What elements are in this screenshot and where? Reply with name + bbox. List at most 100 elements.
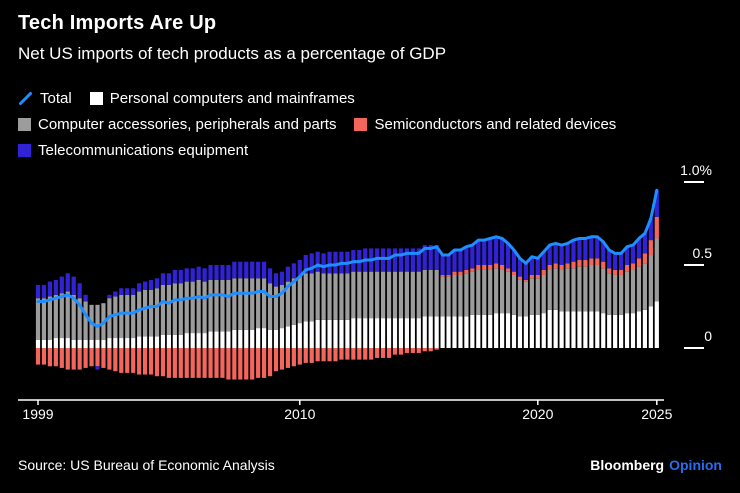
bar-segment	[339, 319, 344, 348]
bar-segment	[392, 271, 398, 319]
brand-opinion: Opinion	[669, 457, 722, 473]
bar-segment	[386, 348, 392, 358]
bar-segment	[71, 339, 76, 348]
bar-segment	[95, 304, 100, 340]
bar-segment	[131, 338, 136, 348]
bar-segment	[95, 348, 100, 367]
bar-segment	[375, 271, 380, 319]
bar-segment	[178, 283, 183, 335]
bar-segment	[172, 348, 177, 378]
bar-segment	[369, 271, 374, 319]
bar-segment	[53, 279, 58, 295]
bar-segment	[250, 278, 255, 330]
bar-segment	[89, 348, 94, 367]
bar-segment	[452, 250, 457, 272]
bar-segment	[464, 273, 469, 317]
bar-segment	[565, 311, 570, 348]
bar-segment	[143, 289, 148, 337]
bar-segment	[77, 348, 82, 370]
bar-segment	[35, 348, 41, 365]
bar-segment	[196, 348, 201, 378]
bar-segment	[297, 348, 302, 365]
bar-segment	[47, 348, 52, 367]
bar-segment	[184, 281, 189, 334]
bar-segment	[428, 316, 433, 348]
bar-segment	[119, 288, 124, 295]
bar-segment	[630, 313, 636, 348]
bar-segment	[137, 348, 142, 375]
legend-swatch	[18, 144, 31, 157]
bar-segment	[291, 348, 296, 367]
bar-segment	[571, 240, 576, 262]
source-note: Source: US Bureau of Economic Analysis	[18, 457, 275, 473]
bar-segment	[113, 348, 118, 372]
bar-segment	[41, 348, 47, 365]
bar-segment	[107, 338, 112, 348]
bar-segment	[297, 260, 302, 277]
bar-segment	[386, 248, 392, 272]
bar-segment	[178, 348, 183, 378]
bar-segment	[440, 276, 445, 317]
legend-swatch	[18, 118, 31, 131]
bar-segment	[446, 316, 451, 348]
bar-segment	[166, 273, 171, 285]
legend-swatch	[89, 92, 103, 105]
bar-segment	[452, 316, 457, 348]
bar-segment	[59, 338, 64, 348]
bar-segment	[220, 265, 225, 280]
bar-segment	[488, 238, 493, 265]
bar-segment	[273, 329, 279, 348]
bar-segment	[511, 250, 517, 272]
bar-segment	[333, 319, 338, 348]
bar-segment	[559, 269, 564, 312]
bar-segment	[59, 276, 64, 294]
bar-segment	[494, 313, 499, 348]
bar-segment	[392, 248, 398, 272]
bar-segment	[511, 314, 517, 348]
bar-segment	[41, 284, 47, 299]
bar-segment	[47, 281, 52, 297]
bar-segment	[583, 311, 588, 348]
bar-segment	[494, 236, 499, 264]
bar-segment	[47, 296, 52, 340]
bar-segment	[244, 348, 249, 380]
bar-segment	[154, 336, 160, 348]
bar-segment	[262, 261, 267, 279]
bar-segment	[256, 348, 261, 378]
bar-segment	[208, 348, 213, 378]
bar-segment	[47, 339, 52, 348]
bar-segment	[172, 269, 177, 284]
bar-segment	[250, 329, 255, 348]
bar-segment	[101, 339, 106, 348]
bar-segment	[476, 314, 481, 348]
bar-segment	[642, 233, 647, 254]
bar-segment	[613, 269, 618, 275]
bar-segment	[148, 279, 154, 290]
bar-segment	[398, 318, 404, 348]
bar-segment	[202, 333, 207, 348]
bar-segment	[321, 253, 326, 274]
bar-segment	[511, 271, 517, 275]
bar-segment	[363, 318, 368, 348]
bar-segment	[404, 248, 409, 272]
bar-segment	[238, 348, 243, 380]
bar-segment	[535, 258, 540, 275]
bar-segment	[642, 253, 647, 264]
bar-segment	[547, 309, 552, 348]
bar-segment	[505, 313, 511, 348]
bar-segment	[464, 269, 469, 274]
bar-segment	[547, 269, 552, 310]
bar-segment	[488, 269, 493, 315]
bar-segment	[131, 288, 136, 295]
bar-segment	[35, 298, 41, 340]
bar-segment	[41, 339, 47, 348]
bar-segment	[267, 329, 273, 348]
bar-segment	[494, 263, 499, 269]
bar-segment	[119, 338, 124, 348]
bar-segment	[601, 313, 606, 348]
bar-segment	[381, 248, 386, 272]
bar-segment	[71, 348, 76, 370]
bar-segment	[339, 348, 344, 360]
bar-segment	[476, 269, 481, 315]
bar-segment	[535, 278, 540, 315]
